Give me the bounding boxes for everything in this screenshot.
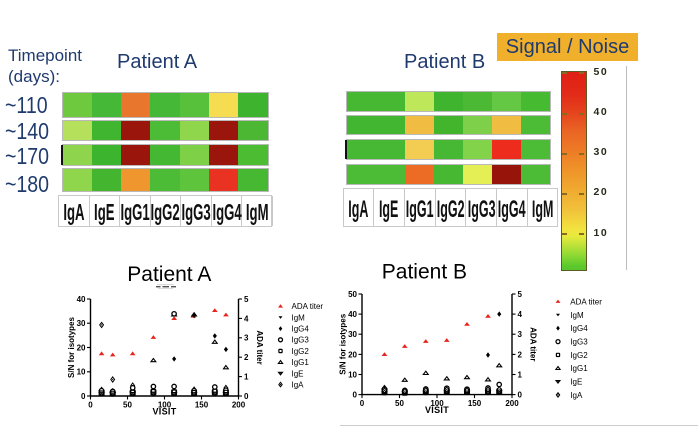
svg-text:40: 40 bbox=[348, 310, 357, 319]
svg-text:20: 20 bbox=[77, 343, 86, 352]
svg-text:100: 100 bbox=[158, 401, 172, 410]
svg-text:IgG2: IgG2 bbox=[570, 351, 588, 360]
svg-text:10: 10 bbox=[77, 368, 86, 377]
svg-text:VISIT: VISIT bbox=[152, 407, 176, 417]
svg-text:IgG3: IgG3 bbox=[292, 336, 310, 345]
svg-text:3: 3 bbox=[244, 334, 249, 343]
svg-text:3: 3 bbox=[518, 330, 523, 339]
svg-text:0: 0 bbox=[518, 391, 523, 400]
svg-text:IgE: IgE bbox=[292, 369, 304, 378]
svg-text:30: 30 bbox=[77, 319, 86, 328]
svg-text:200: 200 bbox=[505, 399, 519, 408]
svg-text:5: 5 bbox=[518, 290, 523, 299]
svg-text:0: 0 bbox=[81, 392, 86, 401]
svg-text:IgG2: IgG2 bbox=[292, 347, 310, 356]
svg-text:0: 0 bbox=[88, 401, 93, 410]
svg-text:30: 30 bbox=[348, 330, 357, 339]
svg-text:IgG4: IgG4 bbox=[570, 324, 588, 333]
svg-text:Patient A: Patient A bbox=[127, 263, 211, 286]
svg-text:20: 20 bbox=[348, 350, 357, 359]
svg-text:IgA: IgA bbox=[292, 381, 305, 390]
svg-text:IgM: IgM bbox=[570, 311, 584, 320]
svg-text:150: 150 bbox=[195, 401, 209, 410]
svg-text:0: 0 bbox=[353, 391, 358, 400]
svg-text:IgG1: IgG1 bbox=[570, 364, 588, 373]
svg-text:IgE: IgE bbox=[570, 378, 582, 387]
svg-text:1: 1 bbox=[244, 373, 249, 382]
svg-text:IgG4: IgG4 bbox=[292, 325, 310, 334]
svg-text:2: 2 bbox=[518, 350, 523, 359]
svg-text:1: 1 bbox=[518, 370, 523, 379]
svg-text:2: 2 bbox=[244, 353, 249, 362]
svg-text:50: 50 bbox=[395, 399, 404, 408]
svg-text:50: 50 bbox=[123, 401, 132, 410]
svg-text:4: 4 bbox=[518, 310, 523, 319]
svg-text:IgG3: IgG3 bbox=[570, 337, 588, 346]
svg-text:ADA titer: ADA titer bbox=[292, 302, 324, 311]
svg-text:Patient B: Patient B bbox=[382, 261, 467, 284]
svg-text:IgM: IgM bbox=[292, 313, 306, 322]
svg-text:0: 0 bbox=[360, 399, 365, 408]
svg-text:VISIT: VISIT bbox=[425, 405, 449, 415]
svg-text:IgA: IgA bbox=[570, 391, 583, 400]
svg-text:40: 40 bbox=[77, 295, 86, 304]
svg-text:IgG1: IgG1 bbox=[292, 358, 310, 367]
svg-text:10: 10 bbox=[348, 370, 357, 379]
svg-text:ADA titer: ADA titer bbox=[570, 297, 602, 306]
svg-text:ADA titer: ADA titer bbox=[255, 330, 264, 364]
svg-text:0: 0 bbox=[244, 392, 249, 401]
svg-text:5: 5 bbox=[244, 295, 249, 304]
svg-text:S/N for isotypes: S/N for isotypes bbox=[339, 313, 348, 374]
svg-text:200: 200 bbox=[232, 401, 246, 410]
svg-text:100: 100 bbox=[430, 399, 444, 408]
svg-text:ADA titer: ADA titer bbox=[529, 327, 538, 361]
svg-text:50: 50 bbox=[348, 290, 357, 299]
svg-text:4: 4 bbox=[244, 314, 249, 323]
svg-text:150: 150 bbox=[468, 399, 482, 408]
svg-text:S/N for isotypes: S/N for isotypes bbox=[67, 317, 76, 378]
